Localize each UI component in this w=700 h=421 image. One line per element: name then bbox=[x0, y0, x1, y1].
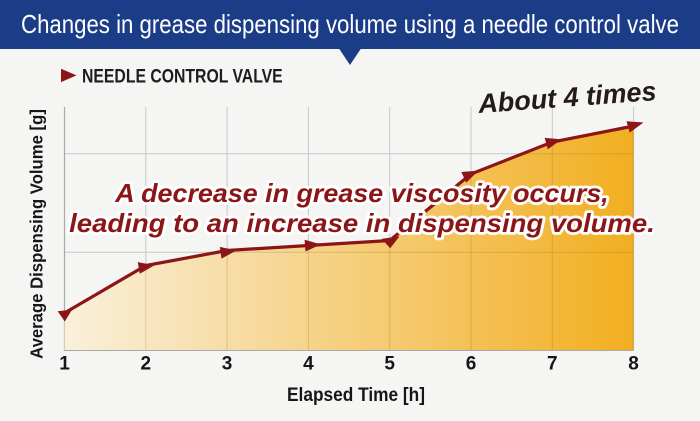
svg-text:7: 7 bbox=[547, 354, 558, 375]
svg-text:4: 4 bbox=[303, 354, 314, 375]
svg-text:leading to an increase in disp: leading to an increase in dispensing vol… bbox=[69, 209, 655, 238]
svg-text:Average Dispensing Volume [g]: Average Dispensing Volume [g] bbox=[26, 109, 47, 359]
svg-text:Elapsed Time [h]: Elapsed Time [h] bbox=[287, 384, 425, 405]
svg-text:NEEDLE CONTROL VALVE: NEEDLE CONTROL VALVE bbox=[82, 65, 283, 87]
svg-text:Changes in grease dispensing v: Changes in grease dispensing volume usin… bbox=[21, 11, 679, 40]
svg-text:About 4 times: About 4 times bbox=[476, 76, 657, 119]
svg-text:6: 6 bbox=[466, 354, 477, 375]
svg-text:2: 2 bbox=[141, 354, 152, 375]
svg-text:1: 1 bbox=[59, 354, 70, 375]
svg-text:A decrease in grease viscosity: A decrease in grease viscosity occurs, bbox=[114, 178, 609, 207]
svg-text:3: 3 bbox=[222, 354, 233, 375]
svg-text:8: 8 bbox=[628, 354, 639, 375]
svg-text:5: 5 bbox=[384, 354, 395, 375]
